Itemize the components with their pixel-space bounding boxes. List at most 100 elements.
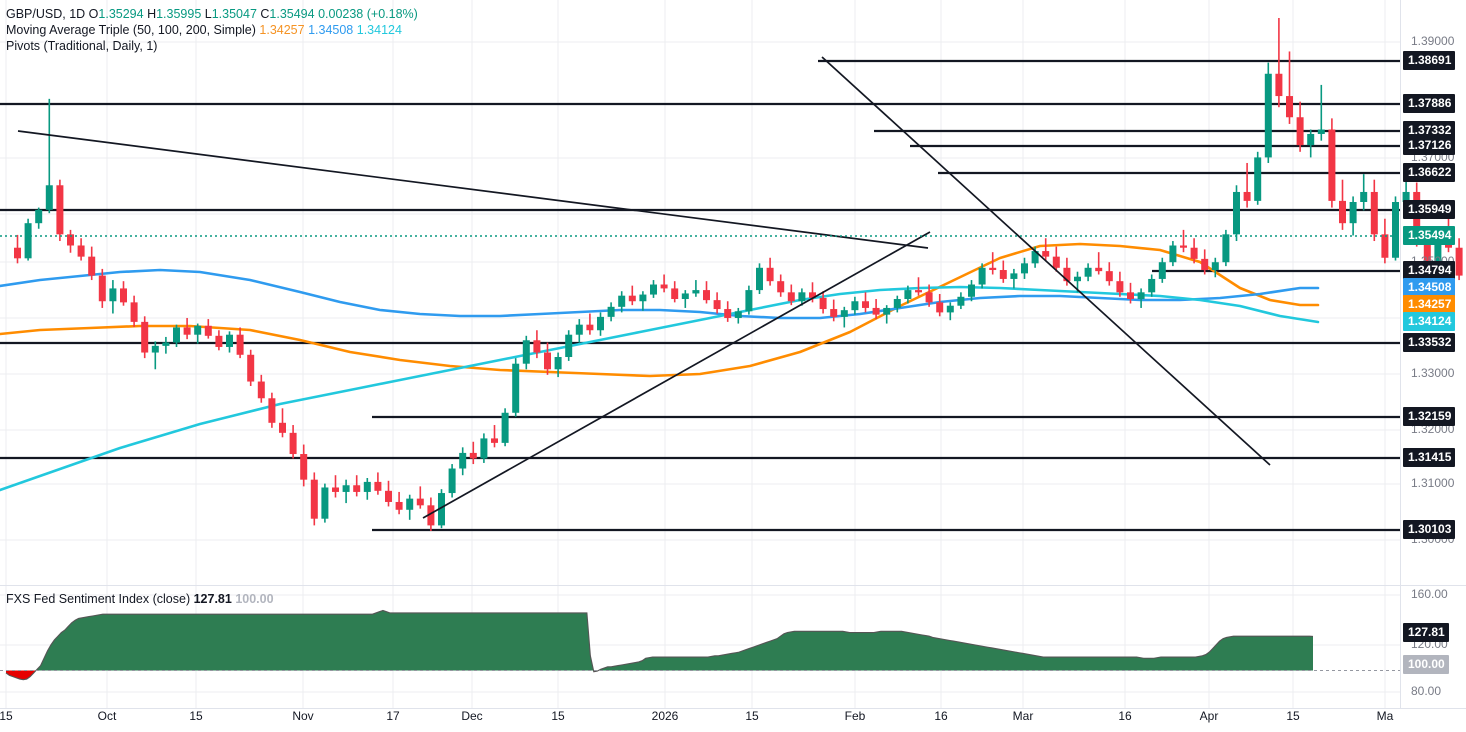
candle-body	[756, 267, 763, 291]
ma-line-3[interactable]	[0, 285, 1320, 492]
pivot-level-s4-text: 1.30103	[1403, 520, 1456, 539]
candle-body	[1370, 191, 1378, 235]
pivot-level-p3[interactable]: 1.36622	[1403, 163, 1456, 182]
sentiment-value-label[interactable]: 127.81	[1403, 623, 1449, 642]
legend-pivots-title[interactable]: Pivots (Traditional, Daily, 1)	[6, 39, 158, 53]
candle-body	[56, 185, 64, 235]
candle-body	[1074, 276, 1081, 282]
candle-body	[215, 335, 223, 347]
candle-body	[109, 288, 117, 302]
pivot-level-p2[interactable]: 1.35949	[1403, 200, 1456, 219]
last-price-label-text: 1.35494	[1403, 226, 1456, 245]
candle-body	[989, 267, 997, 271]
candle-body	[14, 247, 21, 259]
candle-body	[1233, 191, 1240, 235]
candle-body	[840, 310, 848, 317]
pivot-level-s2[interactable]: 1.32159	[1403, 407, 1456, 426]
time-tick-7: 2026	[651, 709, 679, 723]
pivot-level-s4[interactable]: 1.30103	[1403, 520, 1456, 539]
candle-body	[1402, 191, 1410, 202]
legend-symbol[interactable]: GBP/USD, 1D	[6, 7, 86, 21]
sentiment-value-label-text: 127.81	[1403, 623, 1449, 642]
candle-body	[1286, 96, 1293, 118]
sentiment-area-series	[0, 609, 1400, 681]
trend-line-ascending-support[interactable]	[422, 231, 931, 519]
pivot-level-p1[interactable]: 1.34794	[1403, 261, 1456, 280]
candle-body	[607, 306, 615, 317]
candle-body	[120, 288, 127, 303]
candle-body	[438, 493, 445, 526]
ma-line-2[interactable]	[0, 268, 1320, 320]
candle-body	[1222, 234, 1230, 263]
candle-body	[416, 498, 424, 506]
candle-body	[787, 292, 795, 302]
ma100-value-label[interactable]: 1.34508	[1403, 278, 1456, 297]
trend-line-descending-resistance-steep[interactable]	[821, 56, 1271, 466]
candle-body	[342, 485, 350, 492]
sentiment-legend-title[interactable]: FXS Fed Sentiment Index (close)	[6, 592, 191, 606]
sentiment-baseline-label[interactable]: 100.00	[1403, 655, 1449, 674]
candle-body	[660, 284, 668, 289]
sentiment-area-positive	[6, 610, 1313, 671]
ma100-value-label-text: 1.34508	[1403, 278, 1456, 297]
trend-line-descending-resistance-long[interactable]	[17, 130, 929, 249]
legend-ohlc-values: O1.35294 H1.35995 L1.35047 C1.35494	[89, 7, 318, 21]
legend-ma-row[interactable]: Moving Average Triple (50, 100, 200, Sim…	[6, 22, 418, 38]
sentiment-legend-baseline: 100.00	[235, 592, 274, 606]
candle-body	[565, 334, 573, 358]
candle-body	[586, 324, 594, 331]
candle-body	[999, 270, 1007, 279]
candle-body	[1190, 247, 1198, 259]
candle-body	[141, 321, 149, 353]
ma50-value-label[interactable]: 1.34257	[1403, 295, 1456, 314]
candle-body	[395, 501, 403, 510]
ma200-value-label-text: 1.34124	[1403, 312, 1456, 331]
candle-body	[204, 325, 212, 336]
candle-body	[904, 290, 912, 300]
pivot-level-r2[interactable]: 1.37886	[1403, 94, 1456, 113]
candle-body	[1307, 133, 1315, 146]
last-price-label[interactable]: 1.35494	[1403, 226, 1456, 245]
candle-body	[173, 327, 180, 343]
pivot-level-s1[interactable]: 1.33532	[1403, 333, 1456, 352]
candle-body	[713, 300, 721, 310]
sentiment-legend[interactable]: FXS Fed Sentiment Index (close) 127.81 1…	[6, 592, 274, 606]
legend-ma200-value: 1.34124	[356, 23, 402, 37]
candle-body	[236, 334, 244, 355]
pivot-level-s3[interactable]: 1.31415	[1403, 448, 1456, 467]
ma200-value-label[interactable]: 1.34124	[1403, 312, 1456, 331]
candlestick-series	[14, 18, 1463, 531]
candle-body	[279, 422, 286, 433]
legend-ma-title[interactable]: Moving Average Triple (50, 100, 200, Sim…	[6, 23, 256, 37]
price-axis[interactable]: 1.390001.380001.370001.360001.350001.340…	[1403, 0, 1466, 732]
candle-body	[491, 438, 498, 443]
candle-body	[1211, 262, 1219, 271]
time-tick-10: 16	[934, 709, 948, 723]
candle-body	[406, 498, 414, 510]
candle-body	[512, 363, 520, 413]
pivot-level-r3[interactable]: 1.38691	[1403, 51, 1456, 70]
legend-change-pct: (+0.18%)	[366, 7, 418, 21]
candle-body	[1137, 292, 1145, 300]
chart-legend: GBP/USD, 1D O1.35294 H1.35995 L1.35047 C…	[6, 6, 418, 54]
candle-body	[1105, 271, 1113, 282]
candle-body	[162, 342, 170, 346]
candle-body	[915, 290, 922, 293]
candle-body	[968, 284, 975, 297]
candle-body	[1264, 73, 1272, 158]
candle-body	[1042, 251, 1050, 257]
time-axis[interactable]: 15 Oct 15 Nov 17 Dec 15 2026 15 Feb 16 Mar 16 Apr 15 Ma	[0, 709, 1400, 732]
trend-lines[interactable]	[17, 56, 1271, 519]
pivot-level-p3-text: 1.36622	[1403, 163, 1456, 182]
time-tick-13: Apr	[1199, 709, 1219, 723]
pivot-level-r1[interactable]: 1.37332	[1403, 121, 1456, 140]
candle-body	[183, 327, 191, 335]
candle-body	[501, 412, 509, 443]
candle-body	[385, 490, 392, 502]
candle-body	[978, 267, 986, 285]
legend-ohlc-row[interactable]: GBP/USD, 1D O1.35294 H1.35995 L1.35047 C…	[6, 6, 418, 22]
pivot-level-r0[interactable]: 1.37126	[1403, 136, 1456, 155]
legend-pivots-row[interactable]: Pivots (Traditional, Daily, 1)	[6, 38, 418, 54]
